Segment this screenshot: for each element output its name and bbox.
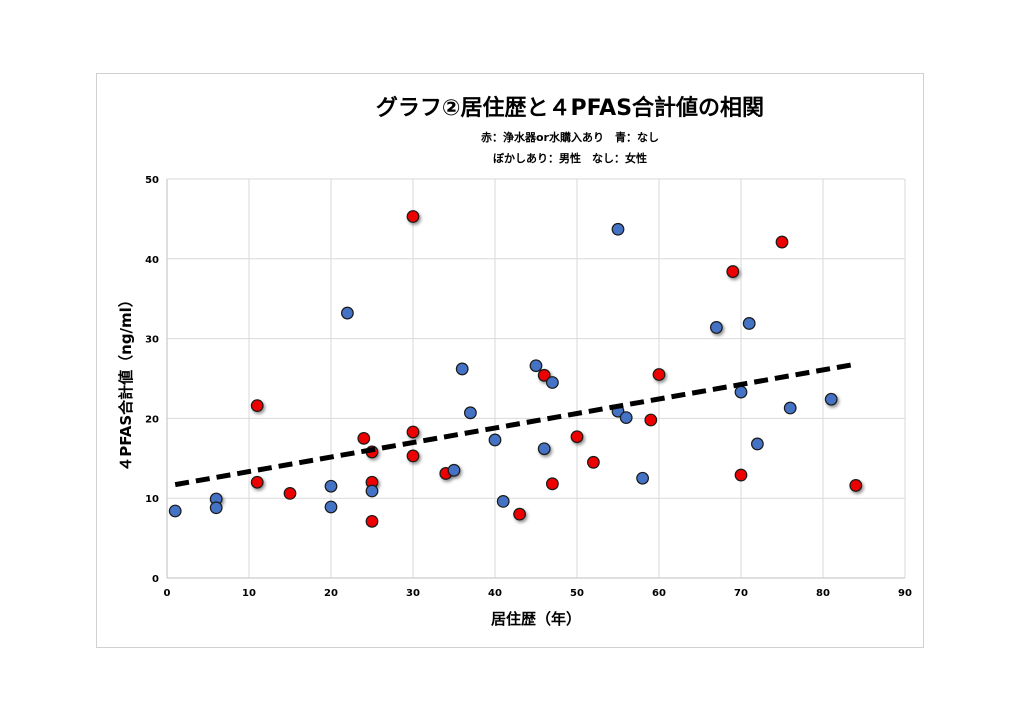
data-point-red xyxy=(537,368,551,382)
data-point-red xyxy=(570,430,584,444)
x-tick-label: 90 xyxy=(898,588,912,599)
data-point-blue xyxy=(611,222,625,236)
data-point-blue xyxy=(824,392,838,406)
x-tick-label: 80 xyxy=(816,588,830,599)
x-tick-label: 10 xyxy=(242,588,256,599)
data-point-red xyxy=(775,235,789,249)
y-tick-label: 0 xyxy=(152,574,159,585)
data-point-blue xyxy=(464,406,477,420)
data-point-blue xyxy=(710,321,723,334)
data-point-red xyxy=(250,475,264,489)
chart-subtitle-shadow-legend: ぼかしあり：男性 なし：女性 xyxy=(493,152,647,165)
data-point-blue xyxy=(496,494,510,508)
data-point-red xyxy=(513,507,526,521)
x-tick-label: 60 xyxy=(652,588,666,599)
data-point-red xyxy=(406,449,420,463)
data-point-red xyxy=(644,413,658,427)
data-point-blue xyxy=(324,479,338,493)
y-tick-label: 10 xyxy=(145,494,159,505)
data-point-red xyxy=(357,431,371,445)
data-point-red xyxy=(250,399,264,413)
data-point-blue xyxy=(209,501,223,515)
x-tick-label: 40 xyxy=(488,588,502,599)
y-tick-label: 50 xyxy=(145,175,159,186)
data-point-blue xyxy=(365,484,379,498)
data-point-blue xyxy=(455,362,469,376)
chart-title: グラフ②居住歴と４PFAS合計値の相関 xyxy=(375,96,765,121)
data-point-blue xyxy=(751,437,764,451)
chart-frame xyxy=(96,73,924,648)
data-point-red xyxy=(726,265,740,278)
x-tick-label: 20 xyxy=(324,588,338,599)
data-point-blue xyxy=(447,463,461,477)
data-point-red xyxy=(546,477,559,491)
data-point-blue xyxy=(636,471,649,485)
data-point-blue xyxy=(488,433,502,447)
y-tick-label: 20 xyxy=(145,414,159,425)
y-tick-label: 40 xyxy=(145,255,159,266)
data-point-blue xyxy=(168,504,182,518)
data-point-red xyxy=(849,479,863,492)
x-tick-label: 0 xyxy=(164,588,171,599)
x-tick-label: 50 xyxy=(570,588,584,599)
data-point-red xyxy=(652,368,666,381)
data-point-blue xyxy=(734,385,748,399)
data-point-blue xyxy=(529,359,543,373)
data-point-blue xyxy=(537,442,551,456)
x-axis-title: 居住歴（年） xyxy=(491,610,581,628)
data-point-red xyxy=(406,210,420,223)
data-point-blue xyxy=(742,317,756,330)
data-point-red xyxy=(365,514,379,528)
x-tick-label: 70 xyxy=(734,588,748,599)
x-tick-label: 30 xyxy=(406,588,420,599)
data-point-blue xyxy=(341,306,354,320)
data-point-red xyxy=(406,425,420,439)
y-tick-label: 30 xyxy=(145,335,159,346)
data-point-red xyxy=(734,468,748,482)
y-axis-title: ４PFAS合計値（ng/ml） xyxy=(117,292,135,472)
data-point-blue xyxy=(783,401,797,415)
data-point-blue xyxy=(619,411,633,425)
data-point-blue xyxy=(324,500,338,514)
data-point-red xyxy=(283,487,297,500)
data-point-blue xyxy=(546,376,559,389)
data-point-red xyxy=(587,455,600,469)
chart-subtitle-color-legend: 赤：浄水器or水購入あり 青：なし xyxy=(481,131,659,144)
trend-line xyxy=(174,361,857,488)
